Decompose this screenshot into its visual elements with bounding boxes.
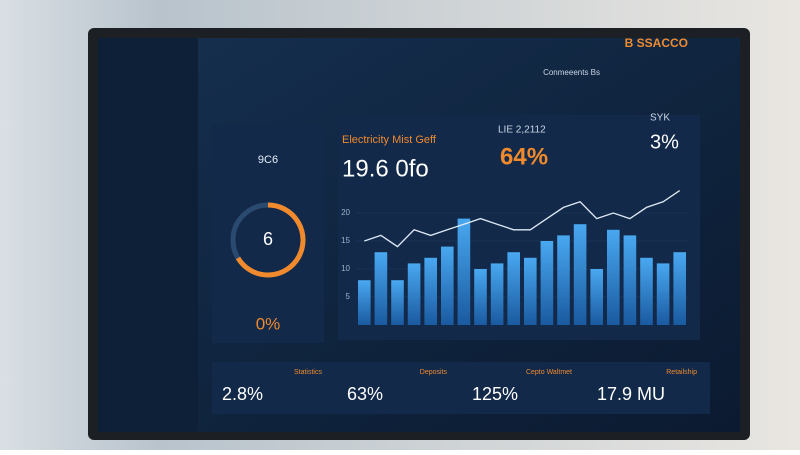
footer-label: Statistics	[294, 369, 323, 376]
brand: B SSACCO	[625, 36, 688, 50]
kpi-value: 64%	[500, 143, 548, 170]
gauge-percent: 0%	[256, 314, 281, 333]
bar	[523, 257, 537, 325]
bar	[640, 257, 653, 325]
gauge-card	[212, 125, 324, 343]
bar	[590, 269, 604, 325]
bar	[673, 252, 687, 325]
footer-value: 63%	[347, 384, 383, 404]
footer-label: Cepto Waltmet	[526, 369, 572, 376]
gauge-title: 9C6	[258, 154, 278, 166]
sidebar	[98, 38, 198, 432]
bar	[557, 235, 570, 325]
footer-value: 17.9 MU	[597, 384, 665, 404]
y-tick-label: 5	[346, 292, 351, 301]
bar	[507, 252, 521, 325]
main-value: 19.6 0fo	[342, 155, 429, 182]
y-tick-label: 10	[341, 264, 350, 273]
bar	[540, 241, 554, 325]
footer-bar	[212, 362, 710, 414]
footer-label: Retailship	[666, 369, 697, 376]
kpi-label: LIE 2,2112	[498, 125, 546, 136]
bar	[391, 280, 404, 325]
footer-value: 2.8%	[222, 384, 263, 404]
gauge-value: 6	[263, 229, 273, 249]
gauge-arc	[235, 202, 306, 278]
bar	[656, 263, 670, 325]
bar	[474, 269, 487, 325]
chart: 5 10 15 20	[341, 190, 688, 325]
bar	[374, 252, 388, 325]
bar	[440, 246, 454, 325]
bar	[573, 224, 587, 325]
bar	[606, 229, 620, 325]
trend-line	[364, 190, 681, 248]
y-tick-label: 15	[341, 236, 350, 245]
bar	[357, 280, 371, 325]
bar	[490, 263, 504, 325]
y-tick-label: 20	[341, 208, 350, 217]
footer-value: 125%	[472, 384, 518, 404]
bar	[457, 218, 471, 325]
bar	[623, 235, 637, 325]
top-link[interactable]: Conmeeents Bs	[543, 68, 600, 77]
main-title: Electricity Mist Geff	[342, 134, 437, 146]
footer-kpis: Statistics 2.8% Deposits 63% Cepto Waltmet 12…	[222, 369, 697, 404]
bar	[424, 257, 438, 325]
footer-label: Deposits	[420, 369, 448, 376]
bar	[407, 263, 421, 325]
side-title: SYK	[650, 113, 670, 124]
side-value: 3%	[650, 131, 679, 153]
